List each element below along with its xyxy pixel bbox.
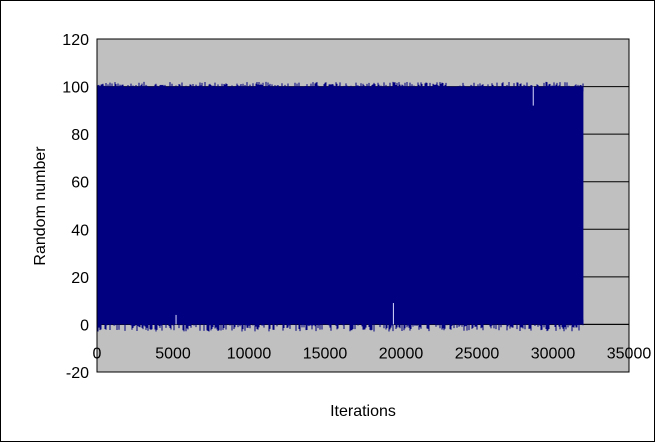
- y-tick-label: 100: [62, 80, 89, 97]
- series-group: [96, 81, 584, 332]
- x-tick-label: 10000: [227, 345, 272, 362]
- x-tick-label: 35000: [607, 345, 652, 362]
- series-body: [97, 86, 584, 325]
- x-tick-label: 15000: [303, 345, 348, 362]
- x-tick-label: 30000: [531, 345, 576, 362]
- y-tick-labels: 120 100 80 60 40 20 0 -20: [62, 32, 89, 382]
- x-tick-label: 20000: [379, 345, 424, 362]
- y-tick-label: 20: [71, 270, 89, 287]
- x-tick-labels: 0 5000 10000 15000 20000 25000 30000 35000: [93, 345, 652, 362]
- y-tick-label: -20: [66, 365, 89, 382]
- y-tick-label: 40: [71, 222, 89, 239]
- x-axis-label: Iterations: [330, 403, 396, 420]
- y-axis-label: Random number: [32, 146, 49, 266]
- y-tick-label: 80: [71, 127, 89, 144]
- x-tick-label: 25000: [455, 345, 500, 362]
- y-tick-label: 0: [80, 317, 89, 334]
- x-tick-label: 5000: [155, 345, 191, 362]
- y-tick-label: 120: [62, 32, 89, 49]
- y-tick-label: 60: [71, 175, 89, 192]
